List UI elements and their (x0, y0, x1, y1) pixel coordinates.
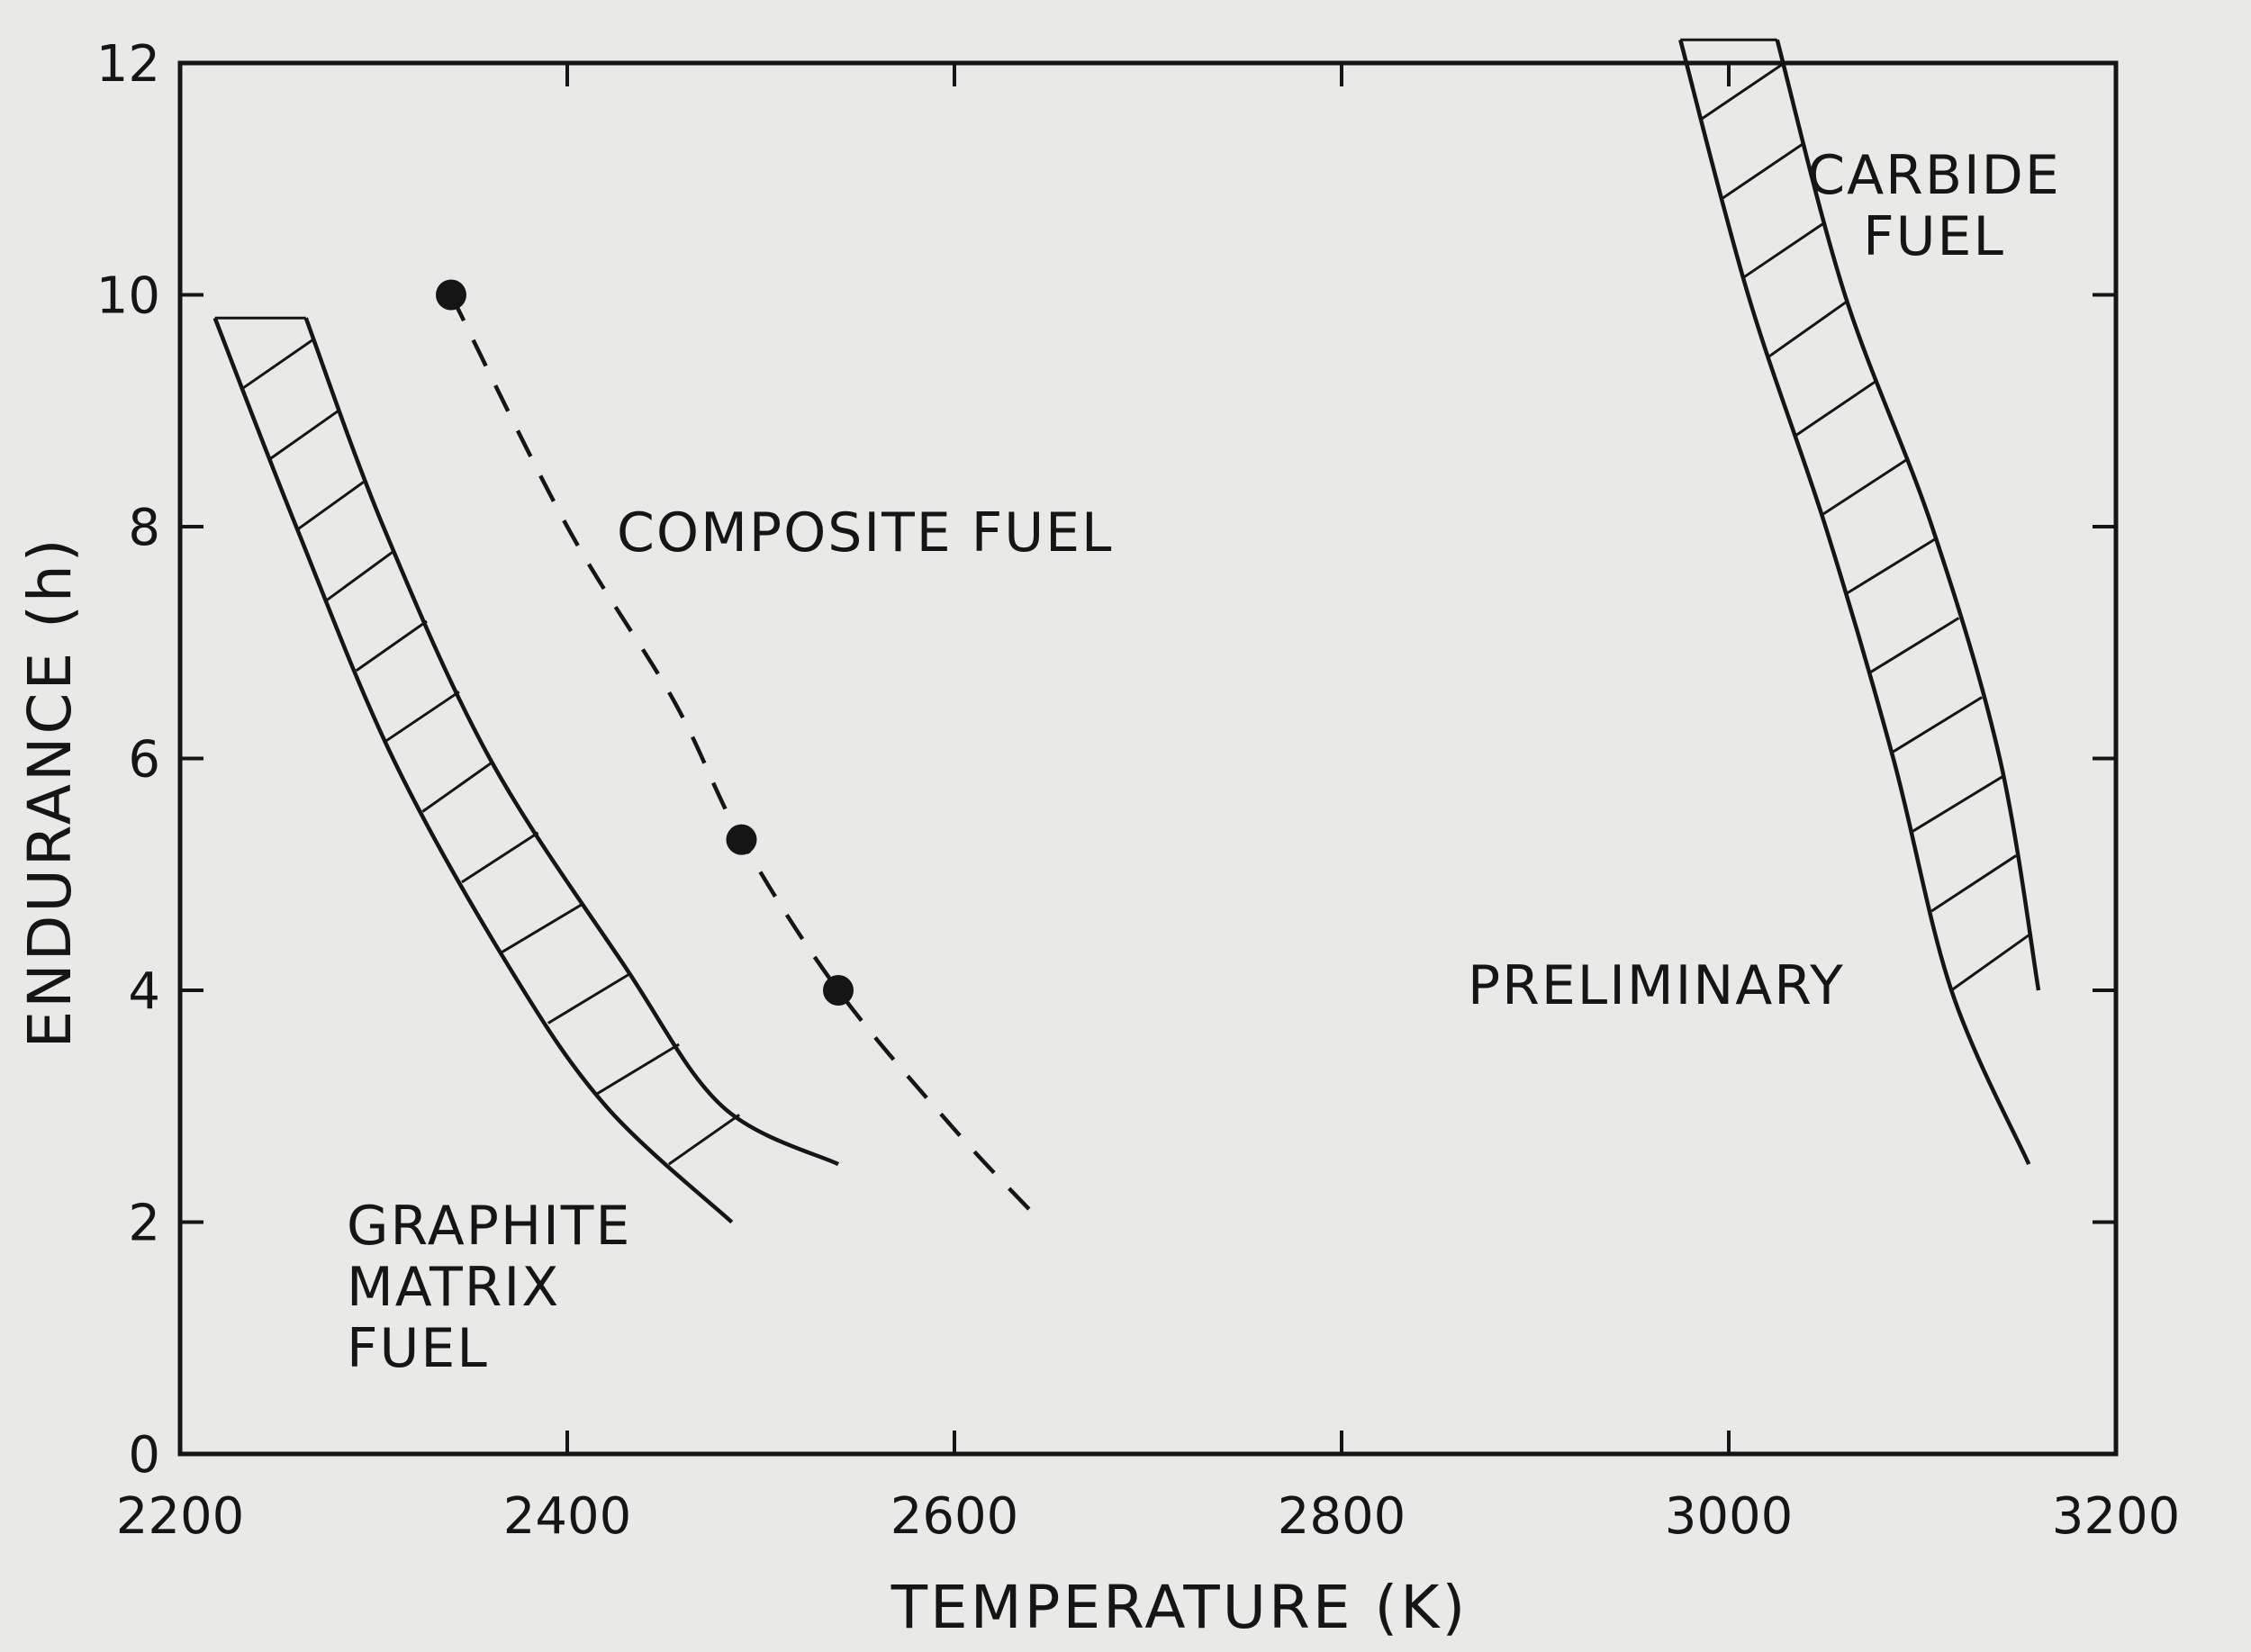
x-axis-title: TEMPERATURE (K) (890, 1573, 1469, 1642)
graphite-label-line-3: FUEL (347, 1317, 489, 1380)
band-hatch-line (296, 479, 367, 531)
y-axis-title: ENDURANCE (h) (15, 537, 85, 1049)
band-hatch-line (1891, 696, 1983, 754)
band-hatch-line (1767, 300, 1849, 358)
band-hatch-line (461, 831, 539, 884)
band-hatch-line (668, 1114, 740, 1166)
x-tick-label: 3200 (2052, 1487, 2181, 1546)
x-tick-label: 2200 (116, 1487, 245, 1546)
band-hatch-line (1794, 379, 1878, 438)
x-tick-label: 2600 (890, 1487, 1019, 1546)
y-tick-label: 0 (128, 1426, 160, 1485)
band-hatch-line (1930, 854, 2017, 913)
y-tick-label: 4 (128, 962, 160, 1021)
band-hatch-line (1911, 775, 2004, 834)
band-hatch-line (1742, 221, 1827, 279)
carbide-label-line-1: CARBIDE (1807, 144, 2061, 207)
band-hatch-line (355, 619, 428, 673)
band-hatch-line (421, 761, 493, 813)
band-hatch-line (1950, 934, 2030, 992)
y-tick-label: 6 (128, 731, 160, 790)
data-series (436, 279, 1044, 1224)
band-lower-curve (1678, 39, 2031, 1166)
band-hatch-line (1722, 141, 1805, 200)
y-tick-label: 12 (96, 35, 160, 94)
composite-fuel-label: COMPOSITE FUEL (617, 501, 1113, 564)
hatched-bands (212, 38, 2041, 1224)
composite-fuel-point (436, 279, 466, 311)
preliminary-label: PRELIMINARY (1468, 954, 1845, 1017)
band-hatch-line (1700, 62, 1785, 121)
band-hatch-line (384, 691, 460, 743)
x-tick-label: 3000 (1665, 1487, 1794, 1546)
band-hatch-line (268, 408, 341, 461)
band-upper-curve (1775, 39, 2041, 991)
x-tick-label: 2800 (1278, 1487, 1406, 1546)
band-hatch-line (547, 972, 631, 1025)
x-tick-label: 2400 (503, 1487, 632, 1546)
band-hatch-line (1844, 537, 1937, 596)
axis-tick-labels: 2200 2400 2600 2800 3000 3200 0 2 4 6 8 10 12 (96, 35, 2181, 1546)
composite-fuel-point (726, 824, 757, 855)
composite-fuel-line (448, 293, 1044, 1224)
y-tick-label: 2 (128, 1195, 160, 1253)
band-upper-curve (303, 317, 840, 1167)
y-tick-label: 10 (96, 267, 160, 326)
band-hatch-line (326, 549, 395, 601)
band-lower-curve (212, 317, 734, 1224)
band-hatch-line (1867, 617, 1960, 675)
band-hatch-line (500, 902, 585, 954)
composite-fuel-point (823, 975, 854, 1006)
axis-ticks (178, 61, 2118, 1456)
band-hatch-line (1821, 458, 1908, 517)
graphite-label-line-1: GRAPHITE (347, 1195, 631, 1258)
y-tick-label: 8 (128, 499, 160, 557)
graphite-label-line-2: MATRIX (347, 1256, 560, 1319)
band-hatch-line (241, 338, 315, 390)
carbide-label-line-2: FUEL (1863, 205, 2005, 268)
band-hatch-line (596, 1043, 680, 1096)
